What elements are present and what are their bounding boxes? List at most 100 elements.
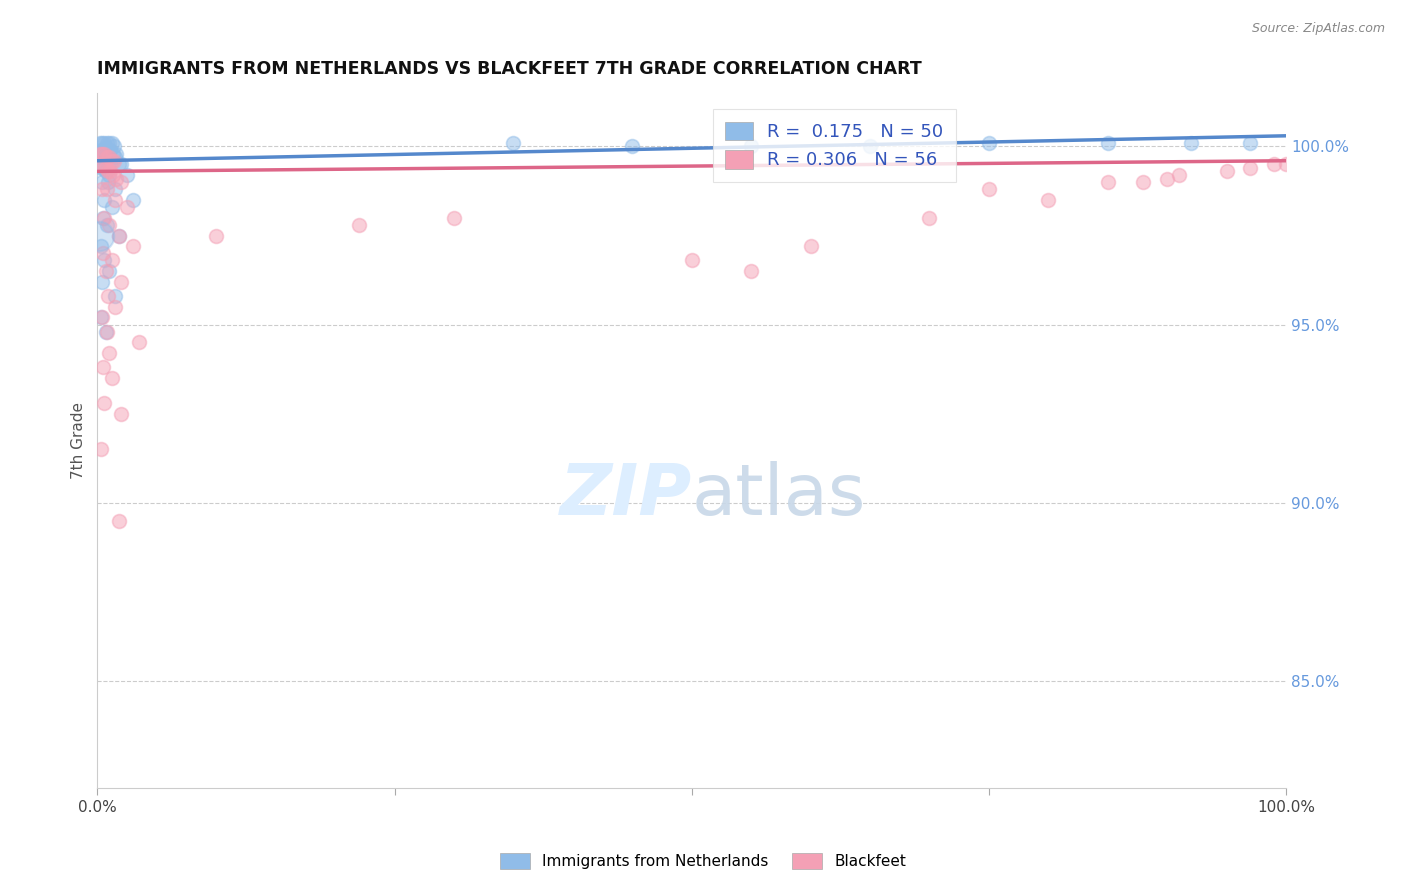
- Point: [90, 143, 112, 157]
- Point: [101, 168, 124, 182]
- Point: [1215, 164, 1237, 178]
- Point: [104, 150, 127, 164]
- Point: [97, 175, 120, 189]
- Point: [97, 143, 120, 157]
- Point: [1239, 161, 1261, 175]
- Point: [105, 171, 128, 186]
- Point: [205, 228, 228, 243]
- Point: [93, 146, 115, 161]
- Point: [110, 175, 132, 189]
- Point: [90, 310, 112, 325]
- Point: [96, 218, 118, 232]
- Point: [104, 182, 127, 196]
- Point: [91, 150, 114, 164]
- Point: [91, 157, 114, 171]
- Point: [94, 264, 117, 278]
- Text: ZIP: ZIP: [560, 461, 692, 531]
- Point: [91, 246, 114, 260]
- Point: [91, 211, 114, 225]
- Point: [96, 182, 118, 196]
- Point: [89, 150, 111, 164]
- Point: [104, 289, 127, 303]
- Point: [100, 253, 122, 268]
- Point: [110, 275, 132, 289]
- Point: [128, 335, 150, 350]
- Point: [1097, 136, 1119, 150]
- Point: [98, 218, 121, 232]
- Point: [105, 146, 128, 161]
- Point: [1168, 168, 1191, 182]
- Point: [91, 136, 114, 150]
- Point: [100, 164, 122, 178]
- Point: [740, 139, 762, 153]
- Legend: Immigrants from Netherlands, Blackfeet: Immigrants from Netherlands, Blackfeet: [494, 847, 912, 875]
- Point: [91, 161, 114, 175]
- Point: [859, 139, 882, 153]
- Point: [91, 182, 114, 196]
- Point: [100, 200, 122, 214]
- Point: [115, 168, 138, 182]
- Point: [96, 150, 118, 164]
- Text: IMMIGRANTS FROM NETHERLANDS VS BLACKFEET 7TH GRADE CORRELATION CHART: IMMIGRANTS FROM NETHERLANDS VS BLACKFEET…: [97, 60, 922, 78]
- Point: [89, 136, 111, 150]
- Point: [94, 161, 117, 175]
- Text: Source: ZipAtlas.com: Source: ZipAtlas.com: [1251, 22, 1385, 36]
- Point: [98, 346, 121, 360]
- Point: [1038, 193, 1060, 207]
- Point: [107, 514, 129, 528]
- Point: [93, 193, 115, 207]
- Point: [93, 150, 115, 164]
- Point: [977, 136, 1000, 150]
- Point: [918, 211, 941, 225]
- Point: [100, 143, 122, 157]
- Point: [100, 153, 122, 168]
- Point: [107, 228, 129, 243]
- Point: [1263, 157, 1285, 171]
- Point: [115, 200, 138, 214]
- Point: [91, 175, 114, 189]
- Point: [1275, 157, 1298, 171]
- Point: [93, 396, 115, 410]
- Point: [91, 143, 114, 157]
- Point: [122, 239, 145, 253]
- Point: [91, 146, 114, 161]
- Point: [104, 193, 127, 207]
- Y-axis label: 7th Grade: 7th Grade: [72, 402, 86, 479]
- Point: [93, 253, 115, 268]
- Point: [621, 139, 644, 153]
- Point: [91, 360, 114, 375]
- Point: [107, 228, 129, 243]
- Point: [740, 264, 762, 278]
- Legend: R =  0.175   N = 50, R = 0.306   N = 56: R = 0.175 N = 50, R = 0.306 N = 56: [713, 109, 956, 182]
- Point: [107, 157, 129, 171]
- Point: [1097, 175, 1119, 189]
- Point: [110, 407, 132, 421]
- Point: [93, 136, 115, 150]
- Point: [91, 310, 114, 325]
- Point: [1156, 171, 1178, 186]
- Point: [94, 325, 117, 339]
- Point: [94, 164, 117, 178]
- Point: [96, 325, 118, 339]
- Point: [90, 442, 112, 457]
- Point: [98, 136, 121, 150]
- Point: [90, 239, 112, 253]
- Point: [94, 143, 117, 157]
- Point: [96, 136, 118, 150]
- Point: [110, 157, 132, 171]
- Point: [122, 193, 145, 207]
- Point: [799, 239, 821, 253]
- Point: [443, 211, 465, 225]
- Point: [90, 157, 112, 171]
- Point: [347, 218, 370, 232]
- Point: [104, 300, 127, 314]
- Point: [1239, 136, 1261, 150]
- Point: [98, 168, 121, 182]
- Point: [977, 182, 1000, 196]
- Point: [89, 228, 111, 243]
- Point: [101, 146, 124, 161]
- Point: [89, 146, 111, 161]
- Point: [681, 253, 703, 268]
- Point: [1180, 136, 1202, 150]
- Point: [91, 275, 114, 289]
